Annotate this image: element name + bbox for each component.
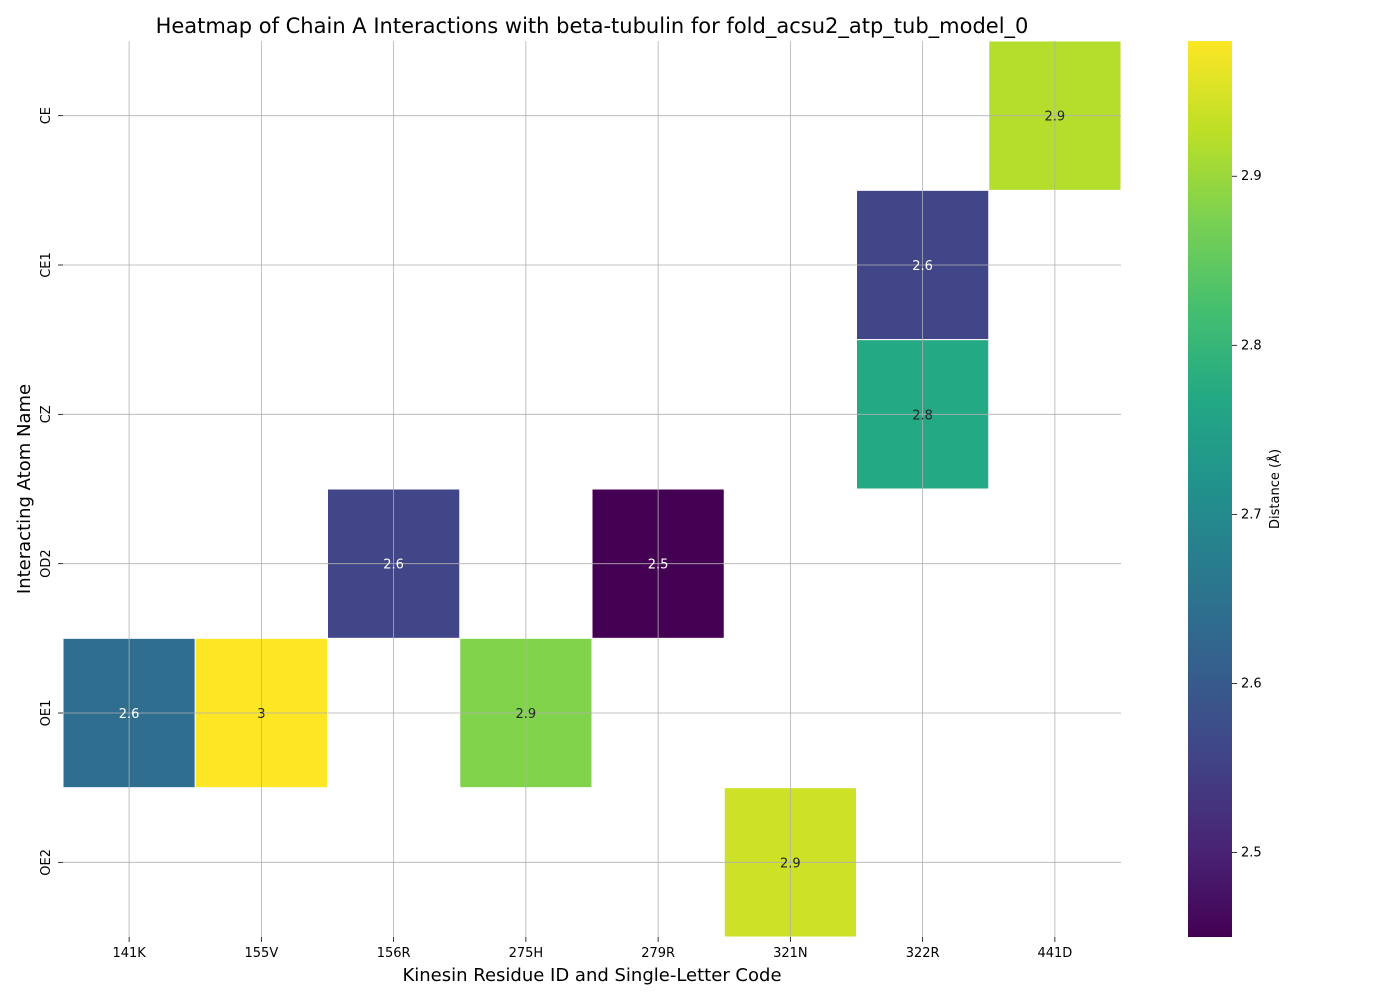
x-tick-label: 156R [377,946,411,961]
colorbar-label: Distance (Å) [1267,449,1283,529]
cell-value-label: 2.9 [780,856,801,871]
chart-title: Heatmap of Chain A Interactions with bet… [156,14,1029,39]
cell-value-label: 2.9 [1045,110,1066,125]
x-tick-label: 279R [641,946,675,961]
x-tick-label: 322R [906,946,940,961]
cell-value-label: 2.5 [648,558,669,573]
y-tick-label: OE1 [39,700,54,727]
x-tick-label: 321N [773,946,808,961]
x-axis-label: Kinesin Residue ID and Single-Letter Cod… [402,965,781,986]
y-tick-label: CE1 [39,252,54,278]
colorbar-tick-label: 2.5 [1241,845,1262,860]
x-tick-label: 141K [112,946,146,961]
cell-value-label: 2.9 [516,707,537,722]
y-tick-label: CZ [39,405,54,423]
colorbar [1188,41,1232,937]
colorbar-tick-label: 2.9 [1241,169,1262,184]
colorbar-tick-label: 2.6 [1241,676,1262,691]
colorbar-tick-label: 2.7 [1241,507,1262,522]
cell-value-label: 2.6 [912,259,933,274]
x-tick-label: 155V [245,946,279,961]
x-tick-label: 275H [509,946,544,961]
colorbar-tick-label: 2.8 [1241,338,1262,353]
cell-value-label: 3 [257,707,265,722]
cell-value-label: 2.8 [912,408,933,423]
cell-value-label: 2.6 [119,707,140,722]
x-tick-label: 441D [1037,946,1072,961]
y-tick-label: CE [39,107,54,124]
y-tick-label: OD2 [39,549,54,578]
y-tick-label: OE2 [39,849,54,876]
cell-value-label: 2.6 [383,558,404,573]
y-axis-label: Interacting Atom Name [14,384,35,594]
